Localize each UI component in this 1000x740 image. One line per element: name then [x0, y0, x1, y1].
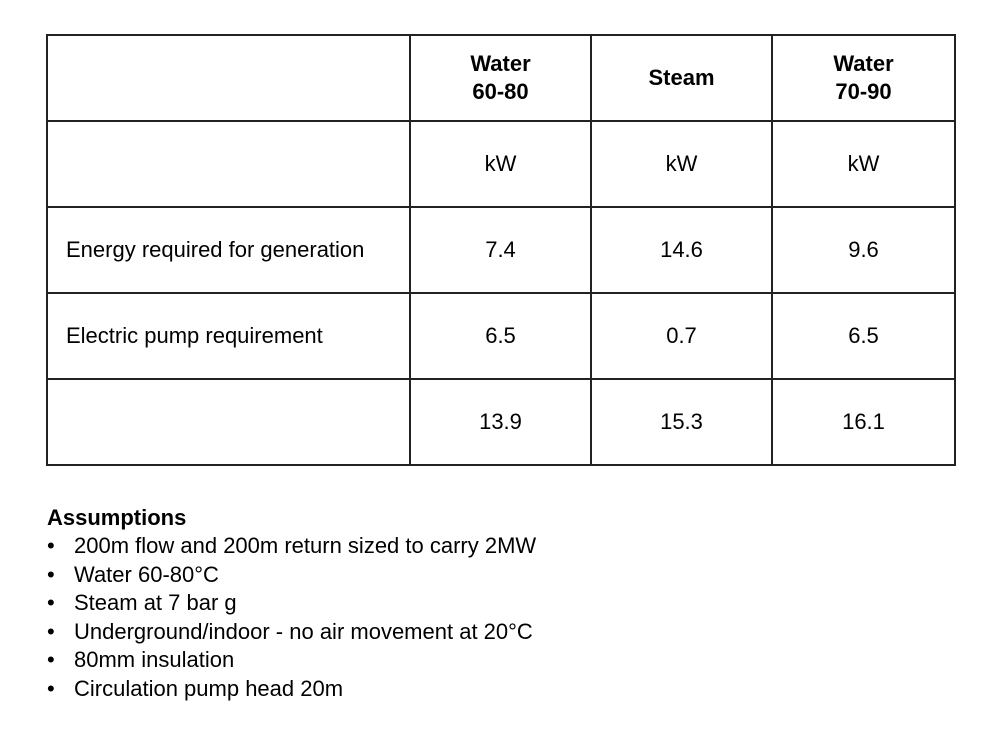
row-label [46, 378, 411, 466]
table-row-total: 13.9 15.3 16.1 [46, 378, 956, 466]
bullet-icon: • [47, 675, 55, 701]
list-item-text: Steam at 7 bar g [74, 590, 237, 616]
table-header-row: Water 60-80 Steam Water 70-90 [46, 34, 956, 122]
header-line: Steam [648, 65, 715, 90]
energy-comparison-table: Water 60-80 Steam Water 70-90 kW kW kW E… [46, 34, 956, 466]
value-cell: 0.7 [590, 292, 773, 380]
list-item-text: 200m flow and 200m return sized to carry… [74, 533, 537, 558]
assumptions-title: Assumptions [47, 505, 187, 530]
list-item: • Water 60-80°C [47, 561, 947, 590]
header-line: Water [470, 51, 531, 76]
list-item-text: Circulation pump head 20m [74, 675, 344, 701]
bullet-icon: • [47, 533, 55, 558]
bullet-icon: • [47, 561, 55, 587]
list-item: • Circulation pump head 20m [47, 675, 947, 704]
value-cell: 6.5 [771, 292, 956, 380]
list-item: • 200m flow and 200m return sized to carr… [47, 532, 947, 561]
header-cell-water-70-90: Water 70-90 [771, 34, 956, 122]
total-cell: 16.1 [771, 378, 956, 466]
value-cell: 14.6 [590, 206, 773, 294]
assumptions-list: • 200m flow and 200m return sized to carr… [47, 532, 947, 704]
row-label: Electric pump requirement [46, 292, 411, 380]
list-item: • Steam at 7 bar g [47, 589, 947, 618]
unit-cell: kW [409, 120, 592, 208]
value-cell: 7.4 [409, 206, 592, 294]
unit-cell: kW [771, 120, 956, 208]
bullet-icon: • [47, 590, 55, 616]
list-item-text: 80mm insulation [74, 647, 235, 673]
unit-cell: kW [590, 120, 773, 208]
row-label: Energy required for generation [46, 206, 411, 294]
list-item-text: Water 60-80°C [74, 561, 219, 587]
list-item: • Underground/indoor - no air movement at… [47, 618, 947, 647]
header-line: 70-90 [835, 79, 892, 104]
bullet-icon: • [47, 647, 55, 673]
header-cell-steam: Steam [590, 34, 773, 122]
header-line: Water [833, 51, 894, 76]
table-row-energy: Energy required for generation 7.4 14.6 … [46, 206, 956, 294]
header-line: 60-80 [472, 79, 529, 104]
total-cell: 13.9 [409, 378, 592, 466]
header-cell-water-60-80: Water 60-80 [409, 34, 592, 122]
table-row-units: kW kW kW [46, 120, 956, 208]
total-cell: 15.3 [590, 378, 773, 466]
table-row-pump: Electric pump requirement 6.5 0.7 6.5 [46, 292, 956, 380]
list-item-text: Underground/indoor - no air movement at … [74, 618, 533, 644]
assumptions-section: Assumptions • 200m flow and 200m return s… [47, 504, 947, 704]
bullet-icon: • [47, 618, 55, 644]
value-cell: 6.5 [409, 292, 592, 380]
row-label [46, 120, 411, 208]
header-cell-empty [46, 34, 411, 122]
value-cell: 9.6 [771, 206, 956, 294]
list-item: • 80mm insulation [47, 646, 947, 675]
